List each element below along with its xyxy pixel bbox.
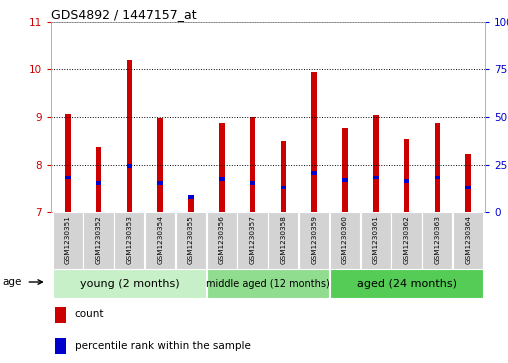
Bar <box>280 186 286 189</box>
Text: GSM1230359: GSM1230359 <box>311 215 317 264</box>
Bar <box>453 212 483 269</box>
Text: GSM1230360: GSM1230360 <box>342 215 348 264</box>
Text: age: age <box>3 277 22 287</box>
Bar <box>311 171 317 175</box>
Bar <box>145 212 175 269</box>
Bar <box>219 123 225 212</box>
Bar <box>176 212 206 269</box>
Text: percentile rank within the sample: percentile rank within the sample <box>75 341 250 351</box>
Bar <box>219 177 225 181</box>
Bar <box>361 212 391 269</box>
Text: GSM1230361: GSM1230361 <box>373 215 379 264</box>
Bar <box>465 154 471 212</box>
Text: GSM1230352: GSM1230352 <box>96 215 102 264</box>
Bar <box>188 197 194 212</box>
Bar <box>126 164 132 168</box>
Bar <box>114 212 144 269</box>
Bar <box>96 147 101 212</box>
Bar <box>157 181 163 185</box>
Text: GSM1230364: GSM1230364 <box>465 215 471 264</box>
Bar <box>435 123 440 212</box>
Text: GSM1230363: GSM1230363 <box>434 215 440 264</box>
Bar <box>342 128 348 212</box>
Text: GSM1230353: GSM1230353 <box>126 215 133 264</box>
Bar <box>237 212 268 269</box>
Bar <box>83 212 114 269</box>
Bar <box>311 72 317 212</box>
Bar <box>65 114 71 212</box>
Bar <box>330 269 483 298</box>
Bar <box>268 212 299 269</box>
Bar <box>53 212 83 269</box>
Text: aged (24 months): aged (24 months) <box>357 278 457 289</box>
Bar <box>55 338 66 354</box>
Bar <box>207 269 329 298</box>
Text: young (2 months): young (2 months) <box>80 278 179 289</box>
Bar <box>392 212 422 269</box>
Bar <box>422 212 453 269</box>
Text: GSM1230358: GSM1230358 <box>280 215 287 264</box>
Bar <box>435 176 440 179</box>
Bar <box>280 141 286 212</box>
Bar <box>465 186 471 189</box>
Bar <box>53 269 206 298</box>
Text: GSM1230351: GSM1230351 <box>65 215 71 264</box>
Bar <box>330 212 360 269</box>
Text: GSM1230355: GSM1230355 <box>188 215 194 264</box>
Bar <box>207 212 237 269</box>
Bar <box>373 176 378 179</box>
Text: GSM1230357: GSM1230357 <box>249 215 256 264</box>
Text: GDS4892 / 1447157_at: GDS4892 / 1447157_at <box>51 8 197 21</box>
Bar <box>404 139 409 212</box>
Bar <box>299 212 329 269</box>
Bar <box>65 176 71 179</box>
Bar <box>404 179 409 183</box>
Bar <box>55 307 66 323</box>
Bar <box>250 181 256 185</box>
Bar <box>373 115 378 212</box>
Bar <box>188 195 194 199</box>
Text: GSM1230354: GSM1230354 <box>157 215 163 264</box>
Text: count: count <box>75 309 104 319</box>
Bar <box>126 60 132 212</box>
Bar <box>157 118 163 212</box>
Text: GSM1230362: GSM1230362 <box>403 215 409 264</box>
Bar <box>342 178 348 182</box>
Text: middle aged (12 months): middle aged (12 months) <box>206 278 330 289</box>
Bar <box>250 117 256 212</box>
Text: GSM1230356: GSM1230356 <box>219 215 225 264</box>
Bar <box>96 181 101 185</box>
